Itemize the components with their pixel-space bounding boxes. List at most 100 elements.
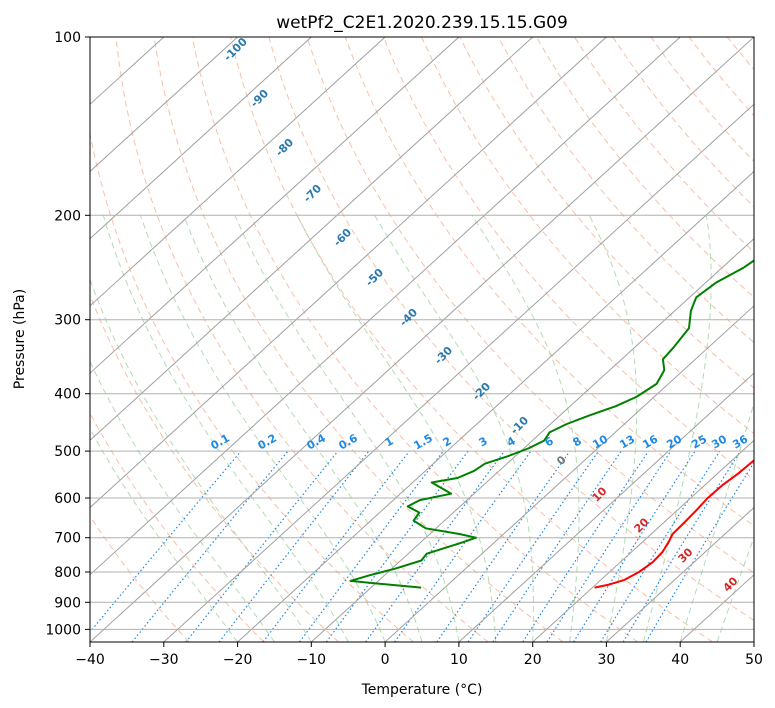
- moist-adiabat: [642, 215, 712, 642]
- isotherm-line: [90, 37, 312, 240]
- mixing-ratio-line: [185, 450, 339, 642]
- x-tick-label: 20: [524, 652, 542, 668]
- dry-adiabat: [306, 37, 754, 574]
- mixing-ratio-label: 1: [383, 434, 396, 449]
- mixing-ratio-label: 0.6: [337, 431, 361, 452]
- dry-adiabat: [191, 37, 639, 642]
- mixing-ratio-label: 0.4: [305, 431, 329, 452]
- dry-adiabat: [574, 37, 754, 253]
- moist-adiabat: [374, 215, 534, 642]
- pressure-gridlines: [90, 37, 754, 630]
- moist-adiabat: [471, 215, 580, 642]
- moist-adiabat: [296, 215, 497, 642]
- isotherm-line: [90, 37, 534, 442]
- mixing-ratio-line: [522, 450, 650, 642]
- dry-adiabat-label: 0: [554, 453, 569, 468]
- mixing-ratio-label: 0.1: [209, 431, 232, 452]
- dry-adiabat: [153, 37, 564, 642]
- mixing-ratio-label: 25: [689, 433, 709, 452]
- y-tick-label: 600: [54, 491, 81, 507]
- dry-adiabat: [268, 37, 754, 622]
- dry-adiabat-label: -20: [470, 380, 493, 403]
- isotherm-line: [90, 37, 754, 642]
- x-tick-label: 40: [671, 652, 689, 668]
- isotherm-line: [237, 170, 754, 642]
- dry-adiabat: [115, 37, 489, 642]
- dry-adiabat-label: -50: [363, 266, 386, 289]
- x-tick-label: −30: [149, 652, 179, 668]
- y-axis-label: Pressure (hPa): [12, 289, 28, 389]
- mixing-ratio-line: [262, 450, 410, 642]
- dry-adiabat: [421, 37, 754, 435]
- mixing-ratio-line: [546, 450, 672, 642]
- dry-adiabat: [535, 37, 754, 298]
- dry-adiabat-label: -80: [273, 136, 296, 159]
- x-tick-label: 50: [745, 652, 763, 668]
- y-tick-label: 800: [54, 565, 81, 581]
- mixing-ratio-label: 1.5: [412, 431, 435, 452]
- moist-adiabat: [140, 215, 386, 642]
- dry-adiabat: [90, 515, 190, 642]
- mixing-ratio-line: [572, 450, 696, 642]
- dry-adiabat: [90, 131, 414, 642]
- dry-adiabat: [344, 37, 754, 527]
- dry-adiabat-label: -40: [397, 306, 420, 329]
- temperature-line: [594, 459, 754, 589]
- background-lines: [90, 37, 775, 642]
- x-tick-label: −40: [75, 652, 105, 668]
- dry-adiabat-label: -70: [301, 182, 324, 205]
- mixing-ratio-line: [218, 450, 370, 642]
- profile-lines: [349, 259, 754, 589]
- dry-adiabat: [766, 37, 775, 642]
- mixing-ratio-line: [436, 450, 571, 642]
- mixing-ratio-line: [299, 450, 444, 642]
- mixing-ratio-label: 8: [571, 434, 584, 449]
- mixing-ratio-line: [325, 450, 469, 642]
- y-tick-label: 700: [54, 531, 81, 547]
- y-tick-label: 1000: [45, 622, 81, 638]
- mixing-ratio-label: 13: [617, 433, 637, 452]
- dry-adiabat: [459, 37, 754, 389]
- y-tick-label: 100: [54, 30, 81, 46]
- isotherm-line: [90, 37, 681, 576]
- isotherm-line: [90, 37, 386, 307]
- moist-adiabat: [90, 278, 312, 642]
- plot-frame: [89, 36, 755, 643]
- isotherm-line: [753, 641, 754, 642]
- isotherm-line: [163, 103, 754, 642]
- dry-adiabat-label: 20: [632, 515, 652, 535]
- mixing-ratio-line: [600, 450, 721, 642]
- moist-adiabat: [90, 360, 275, 642]
- dry-adiabat-label: -10: [508, 414, 531, 437]
- y-tick-label: 200: [54, 208, 81, 224]
- moist-adiabat: [183, 215, 423, 642]
- moist-adiabat: [102, 215, 349, 642]
- dry-adiabat: [382, 37, 754, 481]
- y-tick-label: 400: [54, 387, 81, 403]
- x-axis-label: Temperature (°C): [361, 682, 483, 698]
- isotherm-line: [90, 37, 460, 374]
- moist-adiabat: [588, 215, 638, 642]
- mixing-ratio-label: 6: [543, 434, 556, 449]
- x-tick-label: −10: [297, 652, 327, 668]
- x-tick-label: 10: [450, 652, 468, 668]
- isotherm-line: [310, 237, 754, 642]
- mixing-ratio-label: 0.2: [256, 431, 279, 452]
- x-tick-label: 0: [381, 652, 390, 668]
- mixing-ratio-line: [90, 450, 242, 633]
- mixing-ratio-line: [492, 450, 622, 642]
- x-tick-label: 30: [597, 652, 615, 668]
- in-plot-labels: -100-90-80-70-60-50-40-30-20-10010203040…: [209, 35, 751, 595]
- isotherm-line: [458, 372, 754, 642]
- mixing-ratio-label: 3: [477, 434, 490, 449]
- dry-adiabat-label: -100: [221, 35, 250, 64]
- isotherm-line: [384, 305, 754, 642]
- dry-adiabat-label: -90: [248, 87, 271, 110]
- dry-adiabat: [650, 37, 754, 163]
- dry-adiabat: [90, 412, 265, 642]
- x-tick-label: −20: [223, 652, 253, 668]
- dry-adiabat-label: -30: [432, 344, 455, 367]
- isotherm-line: [532, 439, 754, 642]
